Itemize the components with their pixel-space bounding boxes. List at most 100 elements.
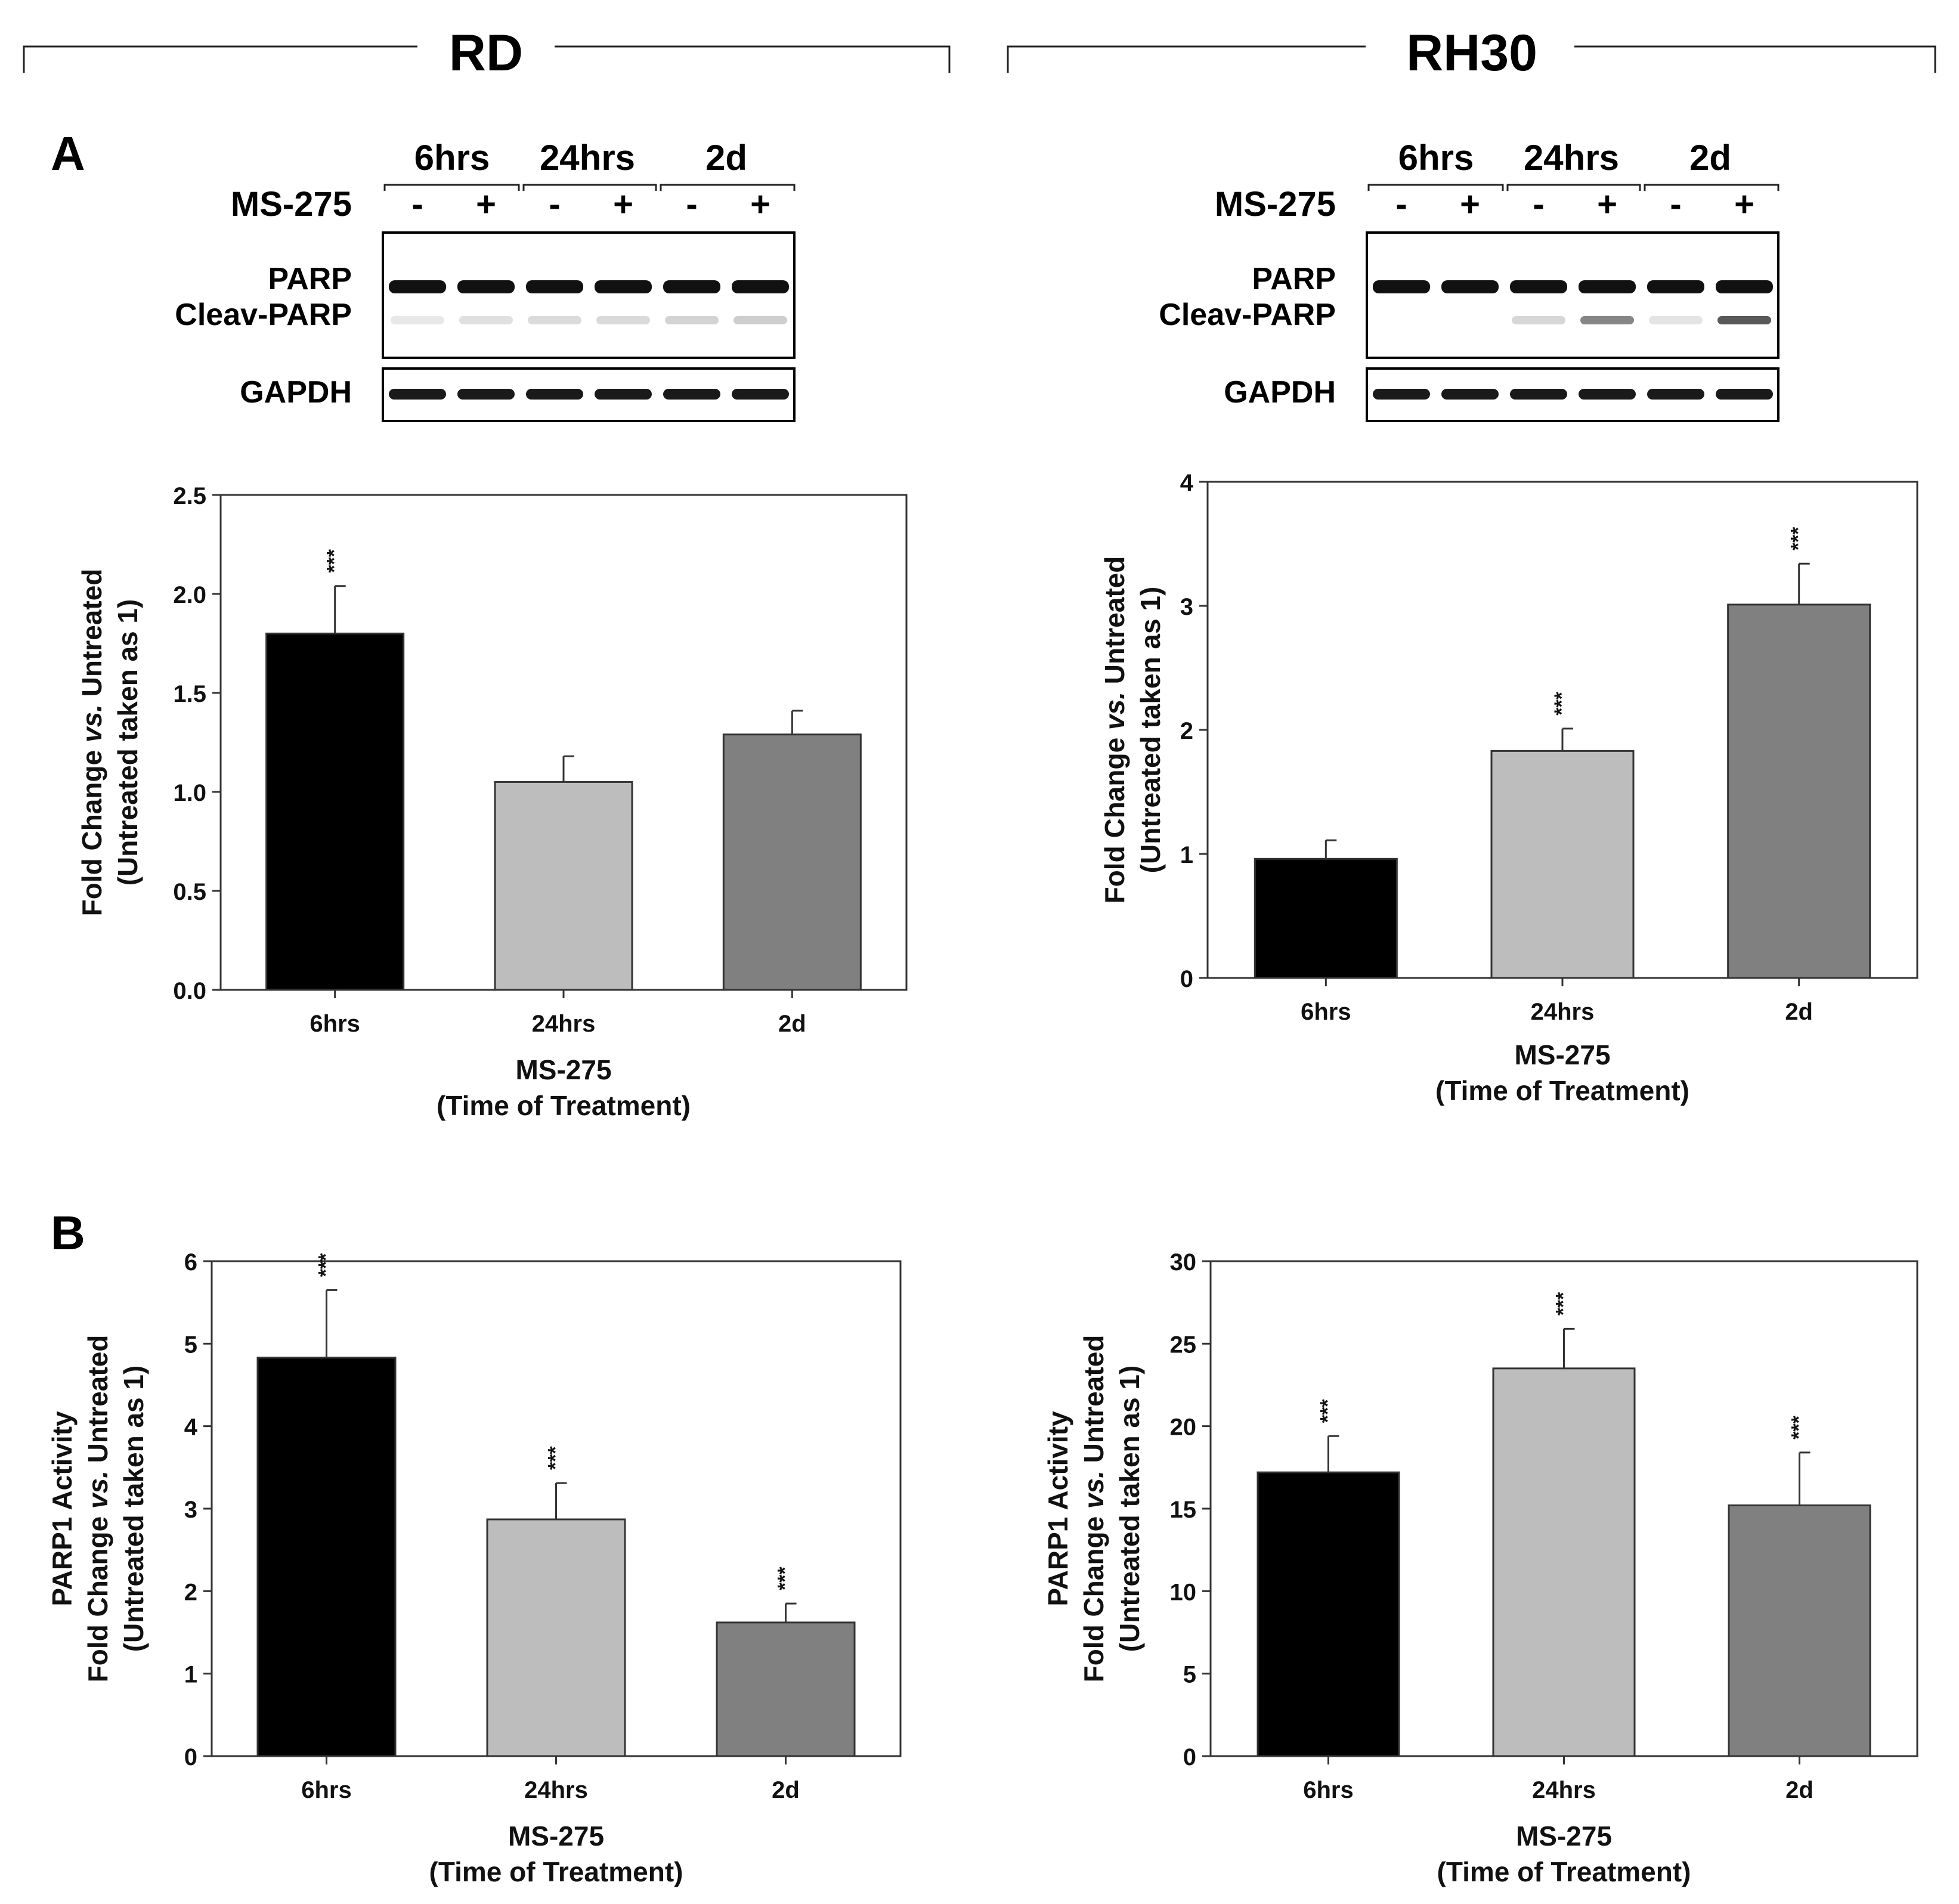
y-tick-label: 3: [1180, 594, 1193, 620]
y-tick-label: 0.0: [173, 978, 206, 1004]
x-tick-label: 6hrs: [1303, 1777, 1354, 1803]
loading-control-label: GAPDH: [240, 375, 352, 410]
gapdh-band: [457, 389, 515, 400]
significance-marker: ***: [1552, 1292, 1575, 1315]
treatment-label: MS-275: [231, 185, 352, 224]
blot-membrane-parp: [382, 231, 796, 359]
cleaved-parp-band: [1717, 316, 1771, 324]
y-tick-label: 1: [184, 1662, 197, 1688]
y-tick-label: 6: [184, 1249, 197, 1275]
timepoint-bracket: [1367, 184, 1504, 191]
lane-sign: +: [1460, 185, 1480, 224]
x-axis-label: (Time of Treatment): [1437, 1856, 1691, 1887]
x-axis-label: MS-275: [515, 1054, 611, 1085]
gapdh-band: [526, 389, 583, 400]
y-tick-label: 2: [1180, 718, 1193, 744]
y-axis-label: (Untreated taken as 1): [112, 599, 143, 886]
lane-sign: -: [549, 185, 560, 224]
western-blot-rh30: 6hrs 24hrs 2d MS-275 - + - + - + PARP Cl…: [1159, 138, 1779, 422]
gapdh-band: [1441, 389, 1499, 400]
bar: [1254, 857, 1398, 979]
x-tick-label: 2d: [1785, 999, 1813, 1025]
bar: [1492, 1367, 1636, 1757]
y-axis-label: Fold Change vs. Untreated: [1099, 556, 1130, 904]
y-tick-label: 0: [184, 1744, 197, 1770]
chart-rd-parp1-activity: 0 1 2 3 4 5 6 *** 6hrs *** 24hrs *** 2d MS-275 (Time o…: [47, 1249, 902, 1887]
timepoint-bracket: [660, 184, 796, 191]
x-axis-label: MS-275: [1516, 1821, 1612, 1852]
significance-marker: ***: [1788, 1415, 1811, 1439]
x-tick-label: 6hrs: [1301, 999, 1351, 1025]
y-tick-label: 5: [184, 1332, 197, 1358]
y-axis-label: PARP1 Activity: [47, 1411, 78, 1606]
header-bracket-right: [1574, 45, 1936, 73]
y-tick-label: 2: [184, 1579, 197, 1605]
blot-timepoint-label: 2d: [1689, 138, 1731, 178]
lane-sign: +: [613, 185, 633, 224]
x-tick-label: 2d: [772, 1777, 800, 1803]
gapdh-band: [595, 389, 652, 400]
gapdh-band: [1579, 389, 1636, 400]
y-tick-label: 0: [1183, 1744, 1196, 1770]
parp-band: [1373, 280, 1430, 293]
gapdh-band: [732, 389, 789, 400]
panel-label-b: B: [51, 1206, 85, 1259]
bar: [265, 632, 405, 991]
x-axis-label: MS-275: [1514, 1039, 1610, 1070]
parp-band: [1716, 280, 1773, 293]
header-bracket-right: [555, 45, 951, 73]
panel-label-a: A: [51, 127, 85, 180]
blot-timepoint-label: 2d: [705, 138, 747, 178]
y-axis-label: (Untreated taken as 1): [1135, 587, 1166, 874]
lane-sign: -: [1395, 185, 1407, 224]
significance-marker: ***: [315, 1253, 338, 1277]
parp-band: [1441, 280, 1499, 293]
timepoint-bracket: [1644, 184, 1779, 191]
lane-sign: +: [1597, 185, 1617, 224]
x-axis-label: (Time of Treatment): [429, 1856, 683, 1887]
gapdh-band: [389, 389, 446, 400]
y-tick-label: 2.0: [173, 582, 206, 608]
y-tick-label: 20: [1170, 1414, 1197, 1441]
cleaved-parp-band: [665, 316, 719, 324]
x-tick-label: 24hrs: [532, 1011, 596, 1037]
lane-sign: -: [1533, 185, 1544, 224]
y-tick-label: 4: [1180, 470, 1194, 496]
y-tick-label: 4: [184, 1414, 198, 1441]
parp-band: [663, 280, 720, 293]
significance-marker: ***: [544, 1446, 567, 1470]
band-label: Cleav-PARP: [1159, 298, 1336, 332]
gapdh-band: [1647, 389, 1704, 400]
y-axis-label: PARP1 Activity: [1042, 1411, 1073, 1606]
loading-control-label: GAPDH: [1224, 375, 1336, 410]
header-rh30: RH30: [1007, 24, 1936, 82]
y-tick-label: 15: [1170, 1497, 1197, 1523]
y-tick-label: 1.5: [173, 681, 206, 707]
parp-band: [389, 280, 446, 293]
significance-marker: ***: [1787, 527, 1810, 550]
parp-band: [526, 280, 583, 293]
lane-sign: +: [750, 185, 770, 224]
x-tick-label: 6hrs: [310, 1011, 360, 1037]
significance-marker: ***: [774, 1566, 797, 1590]
lane-sign: -: [686, 185, 697, 224]
band-label: PARP: [268, 262, 352, 296]
header-rd: RD: [23, 24, 951, 82]
significance-marker: ***: [1317, 1399, 1339, 1423]
y-axis-label: Fold Change vs. Untreated: [76, 569, 107, 917]
gapdh-band: [1373, 389, 1430, 400]
y-tick-label: 0.5: [173, 879, 206, 905]
significance-marker: ***: [1551, 691, 1573, 715]
western-blot-rd: 6hrs 24hrs 2d MS-275 - + - + - + PARP Cl…: [175, 138, 796, 422]
timepoint-bracket: [522, 184, 657, 191]
x-tick-label: 24hrs: [1532, 1777, 1596, 1803]
blot-bands: [1373, 280, 1773, 400]
lane-sign: +: [1734, 185, 1754, 224]
lane-sign: -: [411, 185, 423, 224]
chart-rh30-cleaved-parp: 0 1 2 3 4 6hrs *** 24hrs *** 2d MS-275 (Time of Tre…: [1099, 470, 1918, 1106]
cleaved-parp-band: [391, 316, 444, 324]
y-tick-label: 1.0: [173, 780, 206, 806]
cleaved-parp-band: [1512, 316, 1565, 324]
gapdh-band: [1510, 389, 1567, 400]
cleaved-parp-band: [1649, 316, 1703, 324]
